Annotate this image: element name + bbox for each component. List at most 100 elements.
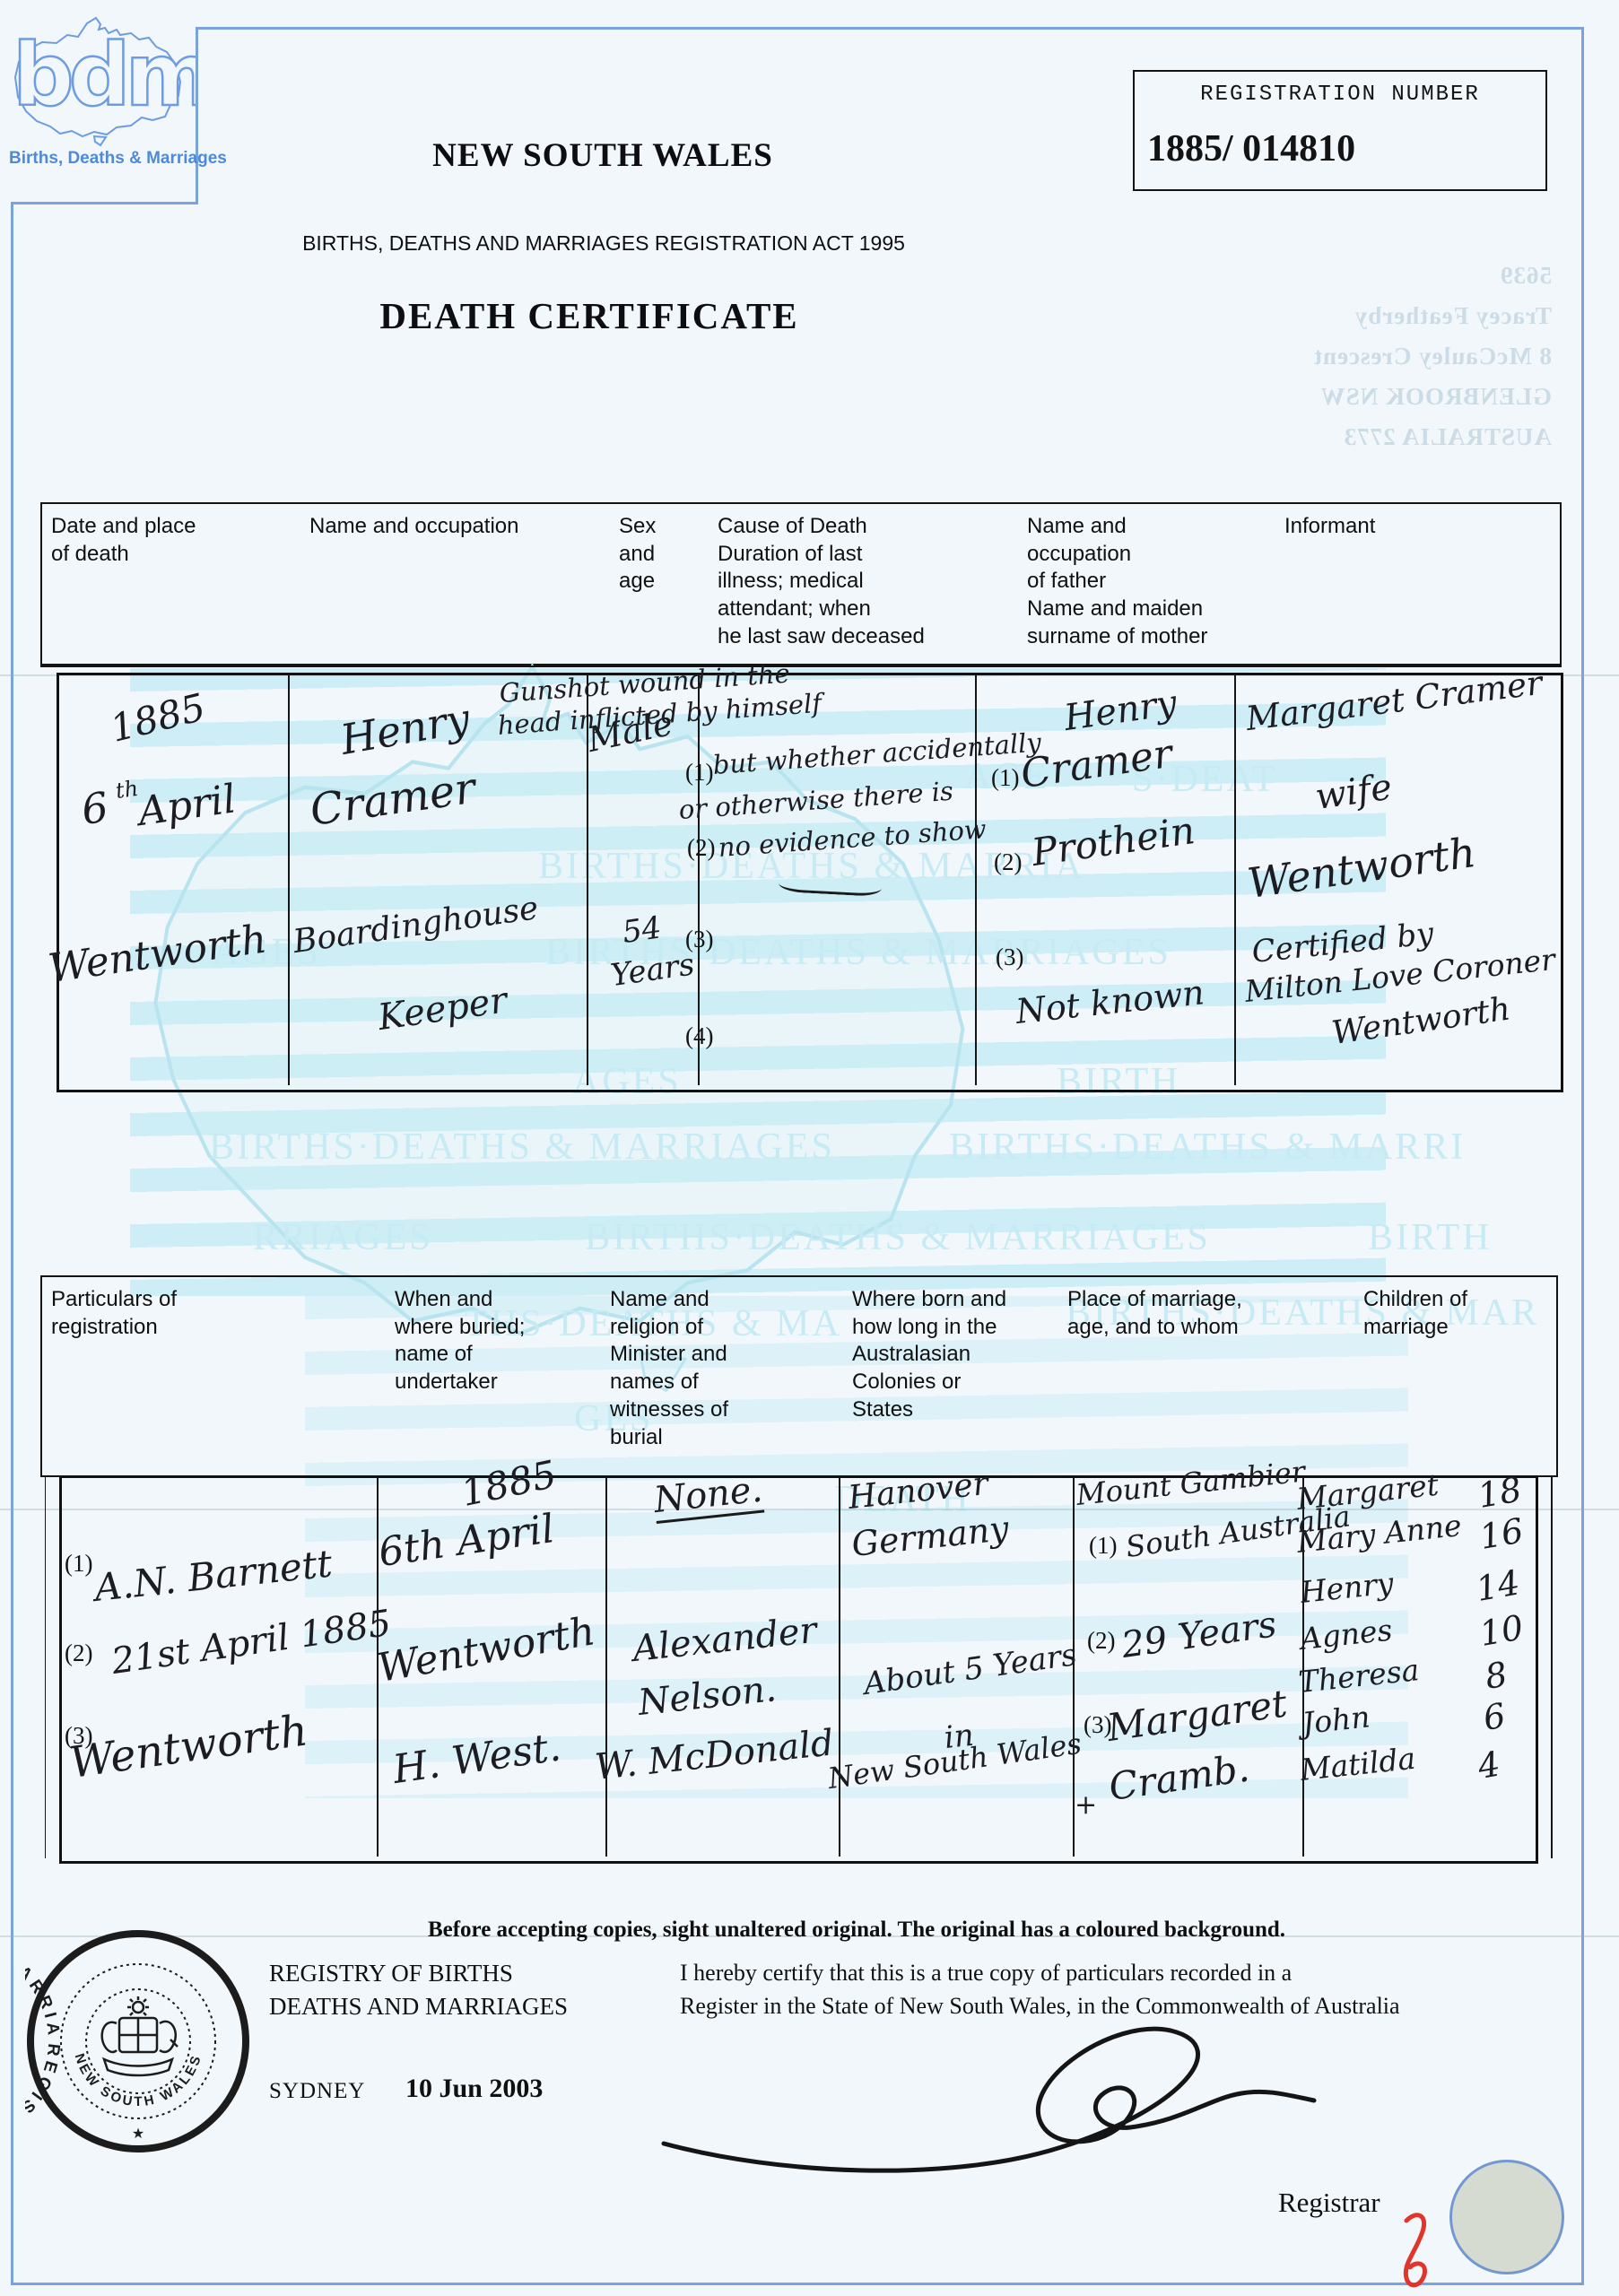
page-border-top bbox=[196, 27, 1584, 30]
issue-date-stamp: 10 Jun 2003 bbox=[405, 2074, 544, 2103]
child-age: 10 bbox=[1476, 1607, 1527, 1654]
printed-marker-3: (3) bbox=[685, 926, 714, 952]
table1-header-informant: Informant bbox=[1284, 514, 1376, 538]
seal-inner-text: NEW SOUTH WALES bbox=[72, 2052, 205, 2109]
child-age: 14 bbox=[1473, 1562, 1523, 1609]
table2-column-rule bbox=[605, 1477, 607, 1857]
table1-column-rule bbox=[587, 674, 588, 1085]
logo-australia-outline bbox=[13, 16, 182, 138]
printed-marker-2: (2) bbox=[1087, 1627, 1116, 1654]
watermark-text: BIRTHS·DEATHS & MARRIA bbox=[538, 846, 1085, 887]
watermark-text: BIRTHS·DEATHS & MARRIAGES bbox=[209, 1126, 835, 1168]
table1-header-box bbox=[40, 502, 1562, 667]
cross-mark: + bbox=[1075, 1789, 1098, 1821]
watermark-text: BIRTHS·DEATHS & MARRIAGES bbox=[545, 932, 1171, 973]
table1-column-rule bbox=[975, 674, 977, 1085]
registration-number-value: 1885/ 014810 bbox=[1147, 128, 1356, 170]
printed-marker-4: (4) bbox=[685, 1022, 714, 1049]
table2-header-children: Children of marriage bbox=[1363, 1287, 1468, 1339]
watermark-text: AGE bbox=[964, 756, 1050, 797]
table2-column-rule bbox=[1302, 1477, 1304, 1857]
logo-letters: bdm bbox=[13, 25, 196, 126]
printed-marker-3: (3) bbox=[996, 944, 1024, 970]
bleed-line: 5639 bbox=[1500, 262, 1552, 289]
printed-marker-3: (3) bbox=[1084, 1711, 1112, 1738]
page-border-right bbox=[1581, 27, 1584, 2285]
watermark-text: GES bbox=[574, 1398, 654, 1439]
bleed-line: Tracey Featherby bbox=[1354, 302, 1552, 329]
table2-outer-right-rule bbox=[1551, 1475, 1553, 1858]
table1-body-box bbox=[57, 673, 1563, 1092]
deceased-age-value: 54 bbox=[620, 909, 664, 951]
watermark-australia-map bbox=[153, 663, 965, 1393]
logo-caption: Births, Deaths & Marriages bbox=[9, 149, 227, 168]
certify-statement-line2: Register in the State of New South Wales… bbox=[680, 1993, 1400, 2019]
table1-header-name-occupation: Name and occupation bbox=[309, 514, 519, 538]
watermark-stripes bbox=[130, 668, 1386, 1296]
watermark-text: AGES bbox=[572, 1061, 682, 1102]
table2-outer-left-rule bbox=[45, 1475, 46, 1858]
child-age: 18 bbox=[1475, 1469, 1525, 1516]
bleed-line: GLENBROOK NSW bbox=[1319, 383, 1552, 410]
table1-header-sex-age: Sex and age bbox=[619, 514, 657, 594]
logo-box-right-border bbox=[196, 27, 198, 204]
table2-header-marriage: Place of marriage, age, and to whom bbox=[1067, 1287, 1242, 1339]
watermark-text: THS·DEATHS & MA bbox=[465, 1303, 842, 1344]
registrar-label: Registrar bbox=[1278, 2187, 1380, 2218]
logo-box-bottom-border bbox=[11, 202, 198, 204]
registry-name-line1: REGISTRY OF BIRTHS bbox=[269, 1960, 513, 1987]
watermark-text: BIRTH bbox=[1368, 1217, 1493, 1258]
watermark-text: RRIAGES bbox=[253, 1217, 433, 1258]
bdm-logo: bdm bbox=[12, 16, 196, 147]
seal-coat-of-arms bbox=[100, 1996, 178, 2077]
watermark-text: DEATH bbox=[834, 1479, 971, 1520]
seal-dotted-ring-outer bbox=[60, 1963, 216, 2119]
table2-header-born: Where born and how long in the Australas… bbox=[852, 1287, 1007, 1422]
state-title: NEW SOUTH WALES bbox=[432, 137, 773, 174]
table2-body-box bbox=[59, 1475, 1538, 1864]
fold-crease bbox=[0, 1935, 1619, 1937]
embossed-seal-circle bbox=[1449, 2160, 1564, 2274]
watermark-stripes-lower bbox=[305, 1296, 1408, 1798]
seal-dotted-ring-inner bbox=[85, 1988, 191, 2094]
registration-number-box: REGISTRATION NUMBER 1885/ 014810 bbox=[1133, 70, 1547, 191]
table1-column-rule bbox=[698, 674, 700, 1085]
seal-outer-ring bbox=[27, 1930, 249, 2152]
document-type-title: DEATH CERTIFICATE bbox=[379, 295, 799, 336]
table2-header-particulars: Particulars of registration bbox=[51, 1287, 178, 1339]
watermark-text: BIRTH bbox=[1057, 1061, 1181, 1102]
registrar-signature bbox=[661, 2026, 1317, 2173]
copy-notice: Before accepting copies, sight unaltered… bbox=[427, 1918, 1286, 1942]
table1-header-date-place: Date and place of death bbox=[51, 514, 196, 566]
seal-star: ★ bbox=[132, 2126, 144, 2142]
table2-header-buried: When and where buried; name of undertake… bbox=[395, 1287, 526, 1395]
child-age: 16 bbox=[1476, 1510, 1527, 1557]
page-border-left bbox=[11, 202, 13, 2285]
table2-header-minister: Name and religion of Minister and names … bbox=[610, 1287, 729, 1449]
bleed-line: AUSTRALIA 2773 bbox=[1343, 423, 1552, 450]
table2-header-box bbox=[40, 1275, 1558, 1477]
printed-marker-1: (1) bbox=[65, 1550, 93, 1577]
table2-column-rule bbox=[377, 1477, 379, 1857]
bleed-line: 8 McCauley Crescent bbox=[1313, 343, 1552, 370]
registration-number-label: REGISTRATION NUMBER bbox=[1200, 83, 1480, 107]
state-seal: REGISTRAR OF BIRTHS. DEATHS AND MARRIAGE… bbox=[25, 1930, 249, 2152]
table1-column-rule bbox=[1234, 674, 1236, 1085]
printed-marker-1: (1) bbox=[991, 764, 1020, 791]
table2-column-rule bbox=[1073, 1477, 1075, 1857]
red-initial-mark bbox=[1403, 2213, 1427, 2288]
fold-crease bbox=[0, 1509, 1619, 1510]
printed-marker-1: (1) bbox=[1089, 1532, 1118, 1559]
table2-column-rule bbox=[839, 1477, 840, 1857]
fold-crease bbox=[0, 674, 1619, 676]
printed-marker-3: (3) bbox=[65, 1722, 93, 1749]
logo-tasmania bbox=[92, 135, 108, 147]
bleed-through-text: 5639 Tracey Featherby 8 McCauley Crescen… bbox=[1247, 262, 1552, 464]
printed-marker-1: (1) bbox=[685, 759, 714, 786]
watermark-text: BIRTHS·DEATHS & MARRI bbox=[949, 1126, 1467, 1168]
printed-marker-2: (2) bbox=[65, 1639, 93, 1666]
registry-name-line2: DEATHS AND MARRIAGES bbox=[269, 1993, 569, 2020]
table1-header-bottom-rule bbox=[40, 664, 1561, 666]
act-title: BIRTHS, DEATHS AND MARRIAGES REGISTRATIO… bbox=[302, 231, 905, 255]
